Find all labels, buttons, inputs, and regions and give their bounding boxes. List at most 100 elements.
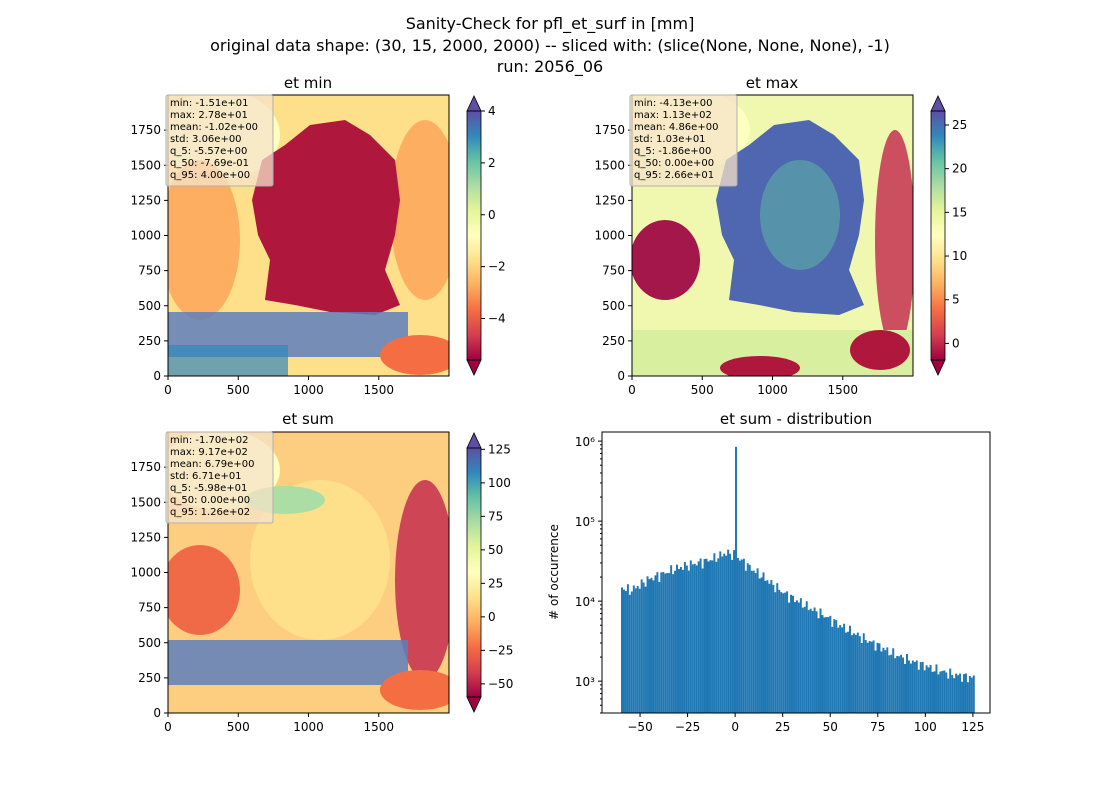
y-tick-label: 1000 bbox=[130, 566, 161, 580]
stats-line-et-sum: min: -1.70e+02 bbox=[170, 435, 249, 446]
histogram-bar bbox=[782, 593, 785, 713]
stats-line-et-max: mean: 4.86e+00 bbox=[634, 122, 718, 133]
histogram-bar bbox=[935, 664, 938, 713]
histogram-bar bbox=[746, 563, 749, 713]
x-axis-et-min: 0 500 1000 1500 bbox=[164, 376, 394, 397]
histogram-bar bbox=[648, 579, 651, 713]
histogram-bar bbox=[831, 626, 834, 713]
histogram-bar bbox=[733, 550, 736, 713]
histogram-bar bbox=[803, 606, 806, 713]
histogram-bar bbox=[768, 583, 771, 713]
histogram-bar bbox=[681, 569, 684, 713]
histogram-bar bbox=[841, 627, 844, 713]
heatmap-region-east-et-min bbox=[390, 120, 449, 300]
y-tick-label: 1250 bbox=[594, 193, 625, 207]
colorbar-tick-label: 125 bbox=[488, 442, 511, 456]
x-tick-label: 500 bbox=[227, 720, 250, 734]
histogram-bar bbox=[630, 591, 633, 713]
histogram-bar bbox=[959, 673, 962, 713]
histogram-bar bbox=[740, 559, 743, 713]
x-axis-distribution: −50 −25 0 25 50 75 100 125 bbox=[627, 713, 984, 734]
heatmap-region-west-et-sum bbox=[168, 545, 240, 635]
stats-box-bg-et-max bbox=[629, 94, 738, 187]
histogram-bar bbox=[760, 577, 763, 713]
histogram-bar bbox=[742, 558, 745, 713]
histogram-bar bbox=[626, 584, 629, 713]
y-tick-label: 0 bbox=[153, 706, 161, 720]
heatmap-south-et-sum bbox=[380, 670, 449, 710]
stats-line-et-max: std: 1.03e+01 bbox=[634, 134, 706, 145]
y-tick-label: 10⁵ bbox=[575, 515, 595, 529]
y-tick-label: 250 bbox=[138, 671, 161, 685]
histogram-bar bbox=[644, 586, 647, 713]
histogram-bar bbox=[674, 570, 677, 713]
histogram-bar bbox=[953, 678, 956, 713]
axes-frame-distribution bbox=[601, 431, 991, 714]
histogram-bar bbox=[632, 585, 635, 713]
histogram-bar bbox=[951, 674, 954, 713]
histogram-bar bbox=[695, 565, 698, 713]
y-tick-label: 1500 bbox=[130, 158, 161, 172]
histogram-bar bbox=[805, 601, 808, 713]
y-tick-label: 750 bbox=[602, 264, 625, 278]
histogram-bar bbox=[868, 641, 871, 713]
histogram-bar bbox=[801, 607, 804, 713]
histogram-bar bbox=[709, 560, 712, 713]
y-tick-label: 250 bbox=[602, 334, 625, 348]
histogram-bar bbox=[784, 592, 787, 713]
histogram-bar bbox=[727, 549, 730, 713]
histogram-bar bbox=[945, 672, 948, 713]
y-tick-label: 1750 bbox=[130, 123, 161, 137]
histogram-bar bbox=[896, 655, 899, 713]
histogram-bar bbox=[664, 573, 667, 713]
colorbar-gradient bbox=[931, 111, 945, 360]
histogram-bar bbox=[703, 559, 706, 713]
y-tick-label: 500 bbox=[138, 636, 161, 650]
x-tick-label: 0 bbox=[731, 720, 739, 734]
histogram-bar bbox=[744, 570, 747, 713]
histogram-bar bbox=[628, 594, 631, 713]
stats-line-et-sum: q_5: -5.98e+01 bbox=[170, 483, 247, 494]
stats-line-et-min: std: 3.06e+00 bbox=[170, 134, 242, 145]
stats-line-et-sum: mean: 6.79e+00 bbox=[170, 459, 254, 470]
histogram-bar bbox=[713, 553, 716, 713]
stats-box-et-sum: min: -1.70e+02 max: 9.17e+02 mean: 6.79e… bbox=[165, 431, 274, 524]
colorbar-tick-label: −2 bbox=[488, 260, 506, 274]
colorbar-extend-top bbox=[466, 432, 482, 449]
histogram-bar bbox=[638, 588, 641, 713]
histogram-bar bbox=[878, 643, 881, 713]
stats-line-et-min: q_95: 4.00e+00 bbox=[170, 170, 250, 181]
histogram-bar bbox=[678, 569, 680, 713]
histogram-bar bbox=[793, 602, 796, 713]
histogram-bar bbox=[923, 670, 926, 713]
y-tick-label: 10³ bbox=[575, 675, 595, 689]
x-tick-label: 0 bbox=[628, 383, 636, 397]
histogram-bar bbox=[807, 610, 810, 713]
colorbar-tick-label: 15 bbox=[952, 205, 967, 219]
stats-line-et-min: q_50: -7.69e-01 bbox=[170, 158, 249, 169]
histogram-bar bbox=[909, 663, 912, 713]
histogram-bar bbox=[955, 673, 958, 713]
histogram-bar bbox=[650, 577, 653, 713]
x-tick-label: 1000 bbox=[293, 720, 324, 734]
histogram-bar bbox=[764, 580, 767, 713]
figure-title-line-3: run: 2056_06 bbox=[497, 57, 603, 77]
histogram-bar bbox=[860, 642, 863, 713]
histogram-bar bbox=[676, 564, 679, 713]
histogram-bar bbox=[902, 657, 905, 713]
panel-et-sum: et sum 0 500 1000 1500 02505007501000125015… bbox=[130, 410, 513, 734]
colorbar-et-sum: 125 100 75 50 25 0 −25 −50 bbox=[466, 432, 513, 713]
stats-line-et-max: q_5: -1.86e+00 bbox=[634, 146, 711, 157]
histogram-bar bbox=[683, 561, 686, 713]
y-tick-label: 750 bbox=[138, 601, 161, 615]
histogram-bar bbox=[705, 558, 708, 713]
histogram-bar bbox=[811, 610, 814, 713]
stats-box-et-max: min: -4.13e+00 max: 1.13e+02 mean: 4.86e… bbox=[629, 94, 738, 187]
histogram-bar bbox=[790, 594, 793, 713]
colorbar-tick-label: 10 bbox=[952, 249, 967, 263]
colorbar-tick-label: 2 bbox=[488, 156, 496, 170]
heatmap-et-min bbox=[168, 95, 449, 376]
stats-line-et-max: min: -4.13e+00 bbox=[634, 98, 713, 109]
x-tick-label: −50 bbox=[627, 720, 652, 734]
x-tick-label: 1000 bbox=[293, 383, 324, 397]
